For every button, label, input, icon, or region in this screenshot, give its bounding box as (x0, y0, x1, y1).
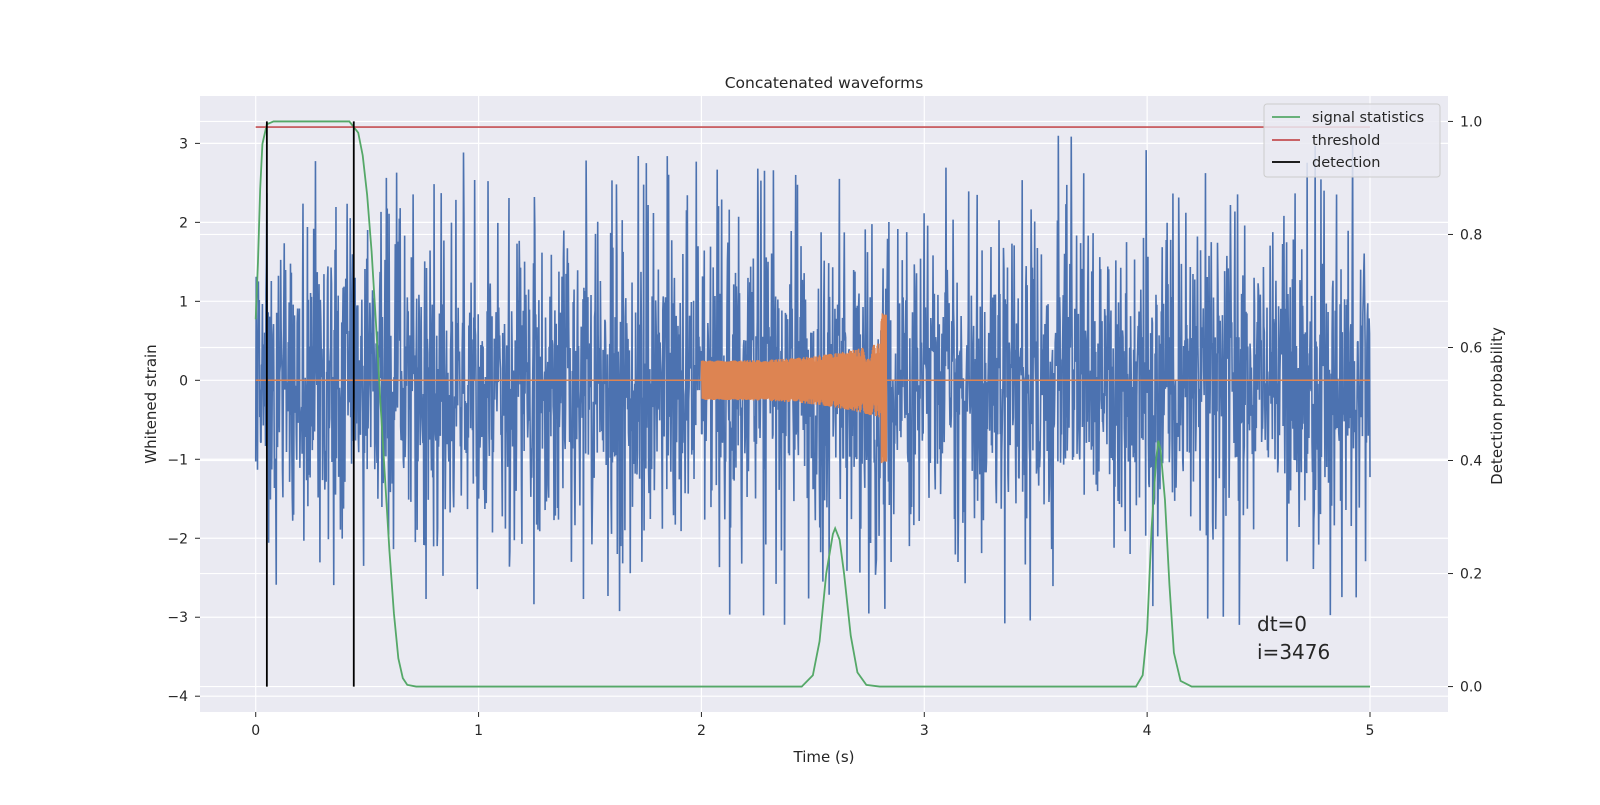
x-tick-label-5: 5 (1366, 723, 1375, 739)
legend-label-signal-statistics: signal statistics (1312, 110, 1424, 126)
chart-title: Concatenated waveforms (725, 74, 924, 92)
legend-box (1263, 103, 1441, 178)
plot-data (254, 120, 1371, 688)
x-tick-label-2: 2 (697, 723, 706, 739)
y-right-tick-label-3: 0.6 (1460, 340, 1482, 356)
annotation-index: i=3476 (1257, 640, 1330, 664)
legend-label-threshold: threshold (1312, 133, 1380, 149)
y-tick-label-3: −1 (167, 452, 188, 468)
y-tick-label-2: −2 (167, 531, 188, 547)
x-tick-label-0: 0 (251, 723, 260, 739)
y-tick-label-5: 1 (179, 294, 188, 310)
y-right-tick-label-2: 0.4 (1460, 454, 1482, 470)
y-tick-label-6: 2 (179, 215, 188, 231)
y-tick-label-4: 0 (179, 373, 188, 389)
annotation-dt: dt=0 (1257, 612, 1307, 636)
signal-statistics-line (254, 120, 1370, 688)
x-tick-label-3: 3 (920, 723, 929, 739)
legend: signal statistics threshold detection (1263, 103, 1441, 178)
y-right-tick-label-1: 0.2 (1460, 567, 1482, 583)
y-right-tick-label-5: 1.0 (1460, 114, 1482, 130)
y-axis-label: Whitened strain (142, 344, 160, 463)
y-tick-label-7: 3 (179, 136, 188, 152)
injection-chirp-line (255, 313, 1370, 464)
y-tick-label-0: −4 (167, 689, 188, 705)
y-right-tick-label-0: 0.0 (1460, 680, 1482, 696)
x-tick-label-1: 1 (474, 723, 483, 739)
axes: 0 1 2 3 4 5 −4 −3 −2 −1 0 1 2 3 0.0 0.2 0.4 0.6 0.8 1.0 (167, 114, 1482, 739)
legend-label-detection: detection (1312, 155, 1380, 171)
y-tick-label-1: −3 (167, 610, 188, 626)
y-right-axis-label: Detection probability (1488, 327, 1506, 485)
x-axis-label: Time (s) (793, 748, 855, 766)
x-tick-label-4: 4 (1143, 723, 1152, 739)
y-right-tick-label-4: 0.8 (1460, 227, 1482, 243)
strain-noise-line (254, 135, 1371, 625)
